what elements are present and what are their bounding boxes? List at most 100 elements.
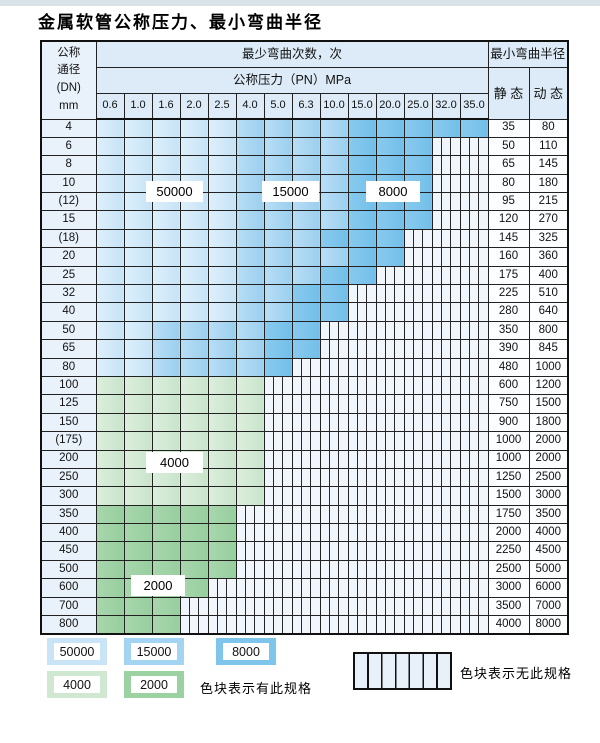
spec-cell: [151, 559, 181, 580]
table-row: 8 65 145: [40, 155, 569, 175]
spec-cell: [403, 136, 433, 157]
dn-label-cell: 400: [40, 523, 97, 543]
no-spec-cell: [403, 375, 433, 396]
spec-cell: [151, 155, 181, 175]
spec-cell: [263, 284, 293, 304]
no-spec-cell: [459, 155, 489, 175]
no-spec-cell: [291, 615, 321, 635]
no-spec-cell: [263, 412, 293, 433]
dn-label-cell: 20: [40, 247, 97, 267]
spec-cell: [207, 320, 237, 341]
no-spec-cell: [263, 504, 293, 525]
dn-label-cell: 250: [40, 467, 97, 488]
spec-cell: [375, 228, 405, 249]
no-spec-cell: [459, 615, 489, 635]
no-spec-cell: [375, 357, 405, 377]
dn-label-cell: 50: [40, 320, 97, 341]
dn-label-cell: 125: [40, 394, 97, 414]
spec-cell: [151, 228, 181, 249]
no-spec-cell: [319, 449, 349, 469]
no-spec-cell: [431, 394, 461, 414]
no-spec-cell: [431, 247, 461, 267]
spec-cell: [123, 155, 153, 175]
no-spec-cell: [431, 559, 461, 580]
spec-cell: [95, 467, 125, 488]
dn-label-cell: 600: [40, 578, 97, 598]
table-row: 500 2500 5000: [40, 559, 569, 580]
spec-cell: [179, 431, 209, 451]
no-spec-cell: [263, 523, 293, 543]
spec-cell: [207, 412, 237, 433]
spec-cell: [95, 357, 125, 377]
no-spec-cell: [375, 504, 405, 525]
legend-swatch: 4000: [47, 671, 107, 698]
no-spec-cell: [459, 265, 489, 286]
spec-cell: [235, 228, 265, 249]
dynamic-value: 110: [528, 136, 569, 157]
no-spec-cell: [291, 596, 321, 617]
no-spec-cell: [403, 284, 433, 304]
page-title: 金属软管公称压力、最小弯曲半径: [38, 13, 323, 32]
dn-label-cell: 150: [40, 412, 97, 433]
dynamic-value: 6000: [528, 578, 569, 598]
dynamic-value: 1000: [528, 357, 569, 377]
header-static: 静 态: [487, 66, 530, 120]
spec-cell: [207, 192, 237, 212]
spec-cell: [95, 155, 125, 175]
no-spec-cell: [375, 339, 405, 359]
spec-cell: [235, 247, 265, 267]
dynamic-value: 2000: [528, 431, 569, 451]
spec-cell: [179, 320, 209, 341]
no-spec-cell: [263, 578, 293, 598]
spec-cell: [179, 302, 209, 322]
no-spec-cell: [319, 615, 349, 635]
legend-swatch: 2000: [124, 671, 184, 698]
no-spec-cell: [319, 467, 349, 488]
spec-cell: [235, 210, 265, 230]
spec-cell: [95, 284, 125, 304]
no-spec-cell: [375, 559, 405, 580]
spec-cell: [151, 320, 181, 341]
static-value: 95: [487, 192, 530, 212]
spec-cell: [151, 375, 181, 396]
pressure-header-cell: 1.0: [123, 92, 153, 120]
spec-cell: [235, 339, 265, 359]
spec-cell: [151, 486, 181, 506]
spec-cell: [95, 523, 125, 543]
spec-cell: [151, 118, 181, 138]
zone-count-label: 15000: [262, 181, 319, 202]
dn-label-cell: 300: [40, 486, 97, 506]
header-dn-line: 通径: [57, 64, 81, 77]
no-spec-cell: [235, 615, 265, 635]
static-value: 1750: [487, 504, 530, 525]
no-spec-cell: [207, 596, 237, 617]
spec-cell: [179, 541, 209, 561]
no-spec-cell: [319, 375, 349, 396]
spec-cell: [123, 596, 153, 617]
spec-cell: [235, 375, 265, 396]
no-spec-cell: [403, 541, 433, 561]
table-row: 250 1250 2500: [40, 467, 569, 488]
dn-label-cell: 32: [40, 284, 97, 304]
spec-cell: [151, 284, 181, 304]
spec-cell: [123, 284, 153, 304]
no-spec-cell: [431, 596, 461, 617]
spec-cell: [95, 192, 125, 212]
spec-cell: [123, 136, 153, 157]
spec-cell: [263, 247, 293, 267]
no-spec-cell: [403, 504, 433, 525]
no-spec-cell: [319, 596, 349, 617]
spec-cell: [95, 449, 125, 469]
no-spec-cell: [403, 467, 433, 488]
no-spec-cell: [347, 431, 377, 451]
spec-cell: [291, 265, 321, 286]
spec-cell: [151, 523, 181, 543]
static-value: 35: [487, 118, 530, 138]
spec-cell: [235, 155, 265, 175]
no-spec-cell: [459, 302, 489, 322]
spec-cell: [123, 228, 153, 249]
no-spec-cell: [431, 523, 461, 543]
spec-cell: [235, 302, 265, 322]
spec-cell: [179, 155, 209, 175]
no-spec-cell: [403, 486, 433, 506]
